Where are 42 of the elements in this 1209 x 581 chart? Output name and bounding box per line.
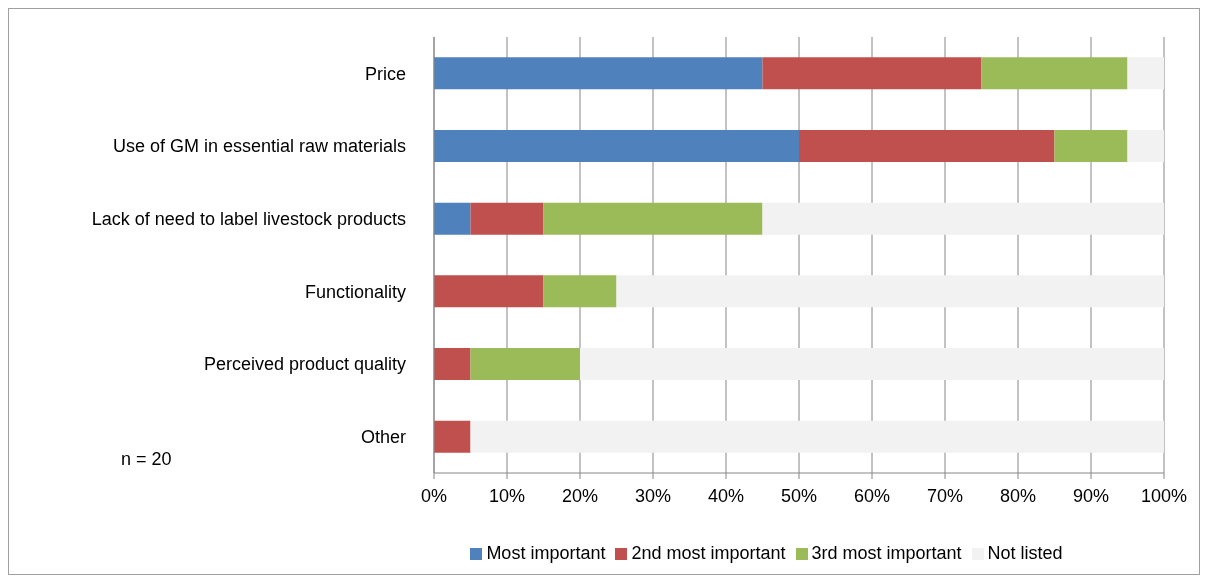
x-tick-label: 80%: [999, 485, 1037, 506]
legend-label: 3rd most important: [811, 543, 962, 563]
bar: [434, 202, 471, 235]
x-tick-label: 20%: [561, 485, 599, 506]
legend-label: 2nd most important: [631, 543, 786, 563]
y-tick-label: Perceived product quality: [203, 354, 406, 375]
y-tick-label: Other: [360, 427, 406, 448]
bar: [580, 348, 1164, 381]
bar: [762, 57, 982, 90]
bar: [1127, 130, 1164, 163]
legend-label: Most important: [486, 543, 606, 563]
x-tick-label: 30%: [634, 485, 672, 506]
legend-label: Not listed: [987, 543, 1063, 563]
bar: [616, 275, 1164, 308]
bar: [1127, 57, 1164, 90]
y-tick-label: Use of GM in essential raw materials: [112, 136, 406, 157]
bar: [434, 57, 763, 90]
bar: [762, 202, 1164, 235]
bar: [434, 275, 544, 308]
bar: [1054, 130, 1128, 163]
bar: [543, 202, 763, 235]
x-tick-label: 90%: [1072, 485, 1110, 506]
x-tick-label: 70%: [926, 485, 964, 506]
x-tick-label: 50%: [780, 485, 818, 506]
bar: [470, 420, 1164, 453]
bar: [470, 202, 544, 235]
bar: [470, 348, 580, 381]
text: n = 20: [121, 449, 172, 470]
x-tick-label: 60%: [853, 485, 891, 506]
bar: [981, 57, 1128, 90]
x-tick-label: 40%: [707, 485, 745, 506]
y-tick-label: Lack of need to label livestock products: [91, 209, 406, 230]
x-tick-label: 10%: [488, 485, 526, 506]
y-tick-label: Price: [364, 63, 406, 84]
bar: [799, 130, 1055, 163]
x-tick-label: 100%: [1140, 485, 1188, 506]
bar: [434, 348, 471, 381]
x-tick-label: 0%: [420, 485, 448, 506]
bar: [434, 130, 799, 163]
bar: [543, 275, 617, 308]
bar: [434, 420, 471, 453]
y-tick-label: Functionality: [304, 281, 406, 302]
